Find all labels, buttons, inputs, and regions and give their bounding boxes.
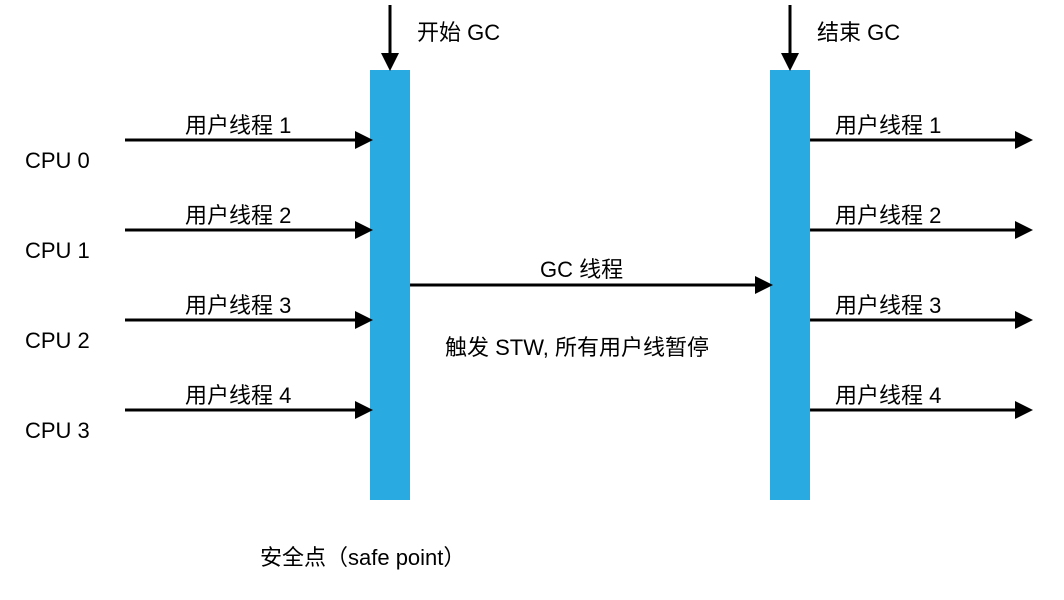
cpu-label: CPU 1 — [25, 238, 90, 264]
thread-label: 用户线程 1 — [185, 108, 291, 140]
thread-label: 用户线程 3 — [835, 288, 941, 320]
thread-label: 用户线程 3 — [185, 288, 291, 320]
end-gc-label: 结束 GC — [817, 15, 900, 47]
cpu-label: CPU 3 — [25, 418, 90, 444]
gc-thread-label: GC 线程 — [540, 252, 623, 284]
safepoint-bar-end — [770, 70, 810, 500]
stw-note: 触发 STW, 所有用户线暂停 — [445, 330, 709, 362]
cpu-label: CPU 2 — [25, 328, 90, 354]
safepoint-bar-start — [370, 70, 410, 500]
thread-label: 用户线程 4 — [835, 378, 941, 410]
thread-label: 用户线程 1 — [835, 108, 941, 140]
gc-stw-diagram: CPU 0 CPU 1 CPU 2 CPU 3 用户线程 1 用户线程 2 用户… — [0, 0, 1064, 600]
thread-label: 用户线程 2 — [835, 198, 941, 230]
safepoint-label: 安全点（safe point） — [260, 540, 465, 572]
thread-label: 用户线程 4 — [185, 378, 291, 410]
thread-label: 用户线程 2 — [185, 198, 291, 230]
cpu-label: CPU 0 — [25, 148, 90, 174]
start-gc-label: 开始 GC — [417, 15, 500, 47]
